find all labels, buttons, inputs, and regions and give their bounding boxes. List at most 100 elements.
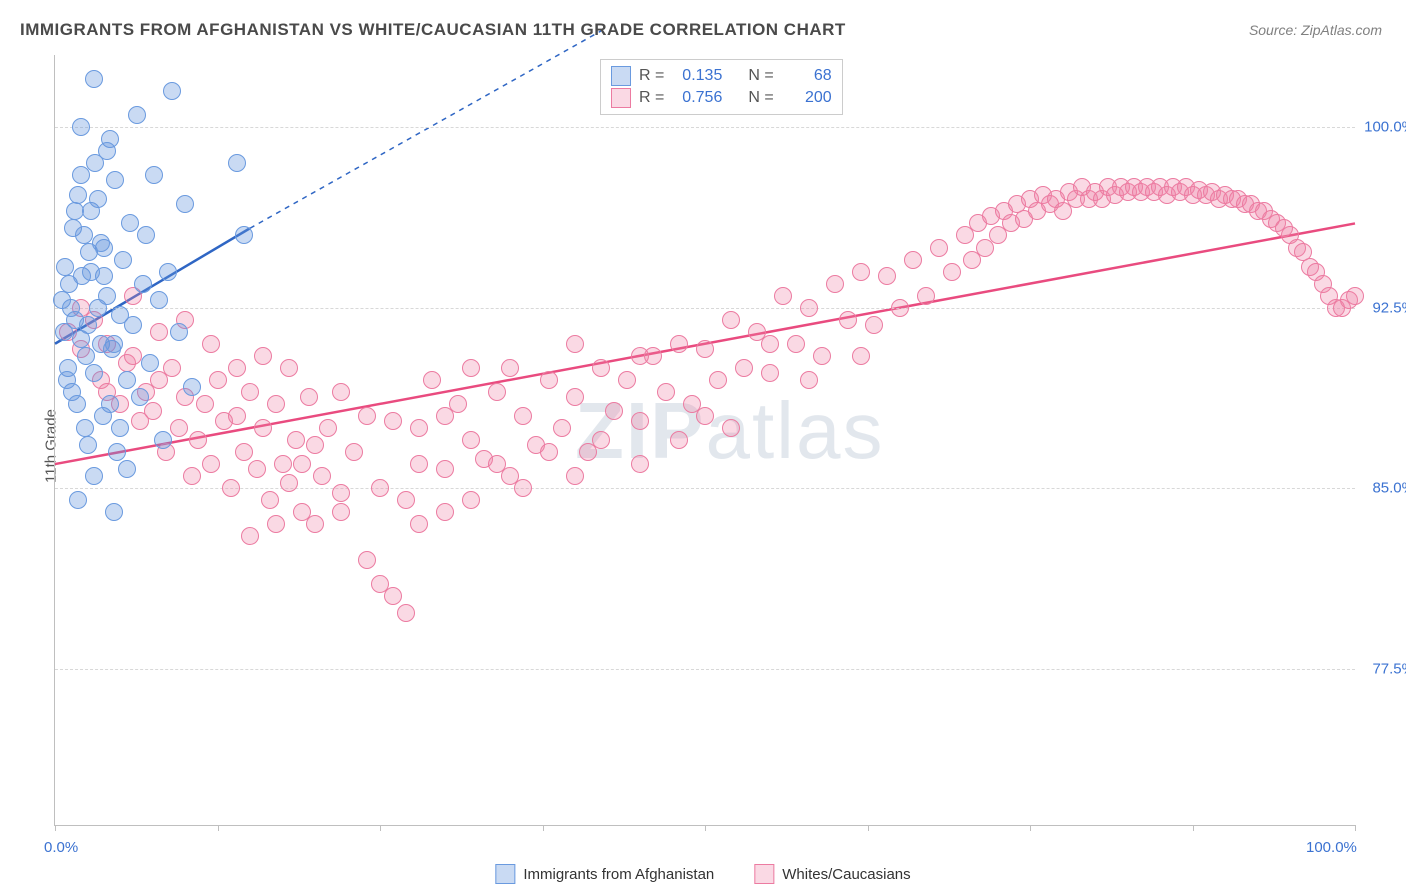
scatter-point bbox=[709, 371, 727, 389]
scatter-point bbox=[267, 515, 285, 533]
scatter-point bbox=[384, 412, 402, 430]
scatter-point bbox=[137, 226, 155, 244]
scatter-point bbox=[358, 551, 376, 569]
scatter-point bbox=[183, 378, 201, 396]
scatter-point bbox=[306, 436, 324, 454]
scatter-point bbox=[332, 503, 350, 521]
scatter-point bbox=[774, 287, 792, 305]
scatter-point bbox=[371, 479, 389, 497]
scatter-point bbox=[128, 106, 146, 124]
scatter-point bbox=[144, 402, 162, 420]
gridline bbox=[55, 488, 1355, 489]
x-tick-label: 100.0% bbox=[1306, 839, 1357, 856]
scatter-point bbox=[92, 234, 110, 252]
scatter-point bbox=[852, 347, 870, 365]
scatter-point bbox=[75, 226, 93, 244]
x-tick bbox=[705, 825, 706, 831]
scatter-point bbox=[462, 431, 480, 449]
x-tick bbox=[543, 825, 544, 831]
n-value-1: 68 bbox=[782, 67, 832, 85]
scatter-point bbox=[85, 467, 103, 485]
scatter-point bbox=[813, 347, 831, 365]
legend-swatch-series1 bbox=[611, 66, 631, 86]
scatter-point bbox=[241, 527, 259, 545]
scatter-point bbox=[514, 479, 532, 497]
scatter-point bbox=[397, 604, 415, 622]
scatter-point bbox=[631, 455, 649, 473]
scatter-point bbox=[254, 419, 272, 437]
scatter-point bbox=[105, 503, 123, 521]
r-value-1: 0.135 bbox=[672, 67, 722, 85]
scatter-point bbox=[159, 263, 177, 281]
scatter-point bbox=[150, 323, 168, 341]
scatter-point bbox=[170, 419, 188, 437]
legend-stat-row-1: R = 0.135 N = 68 bbox=[611, 66, 832, 86]
y-tick-label: 77.5% bbox=[1360, 660, 1406, 677]
scatter-point bbox=[76, 419, 94, 437]
scatter-point bbox=[826, 275, 844, 293]
x-tick bbox=[55, 825, 56, 831]
scatter-point bbox=[85, 364, 103, 382]
chart-container: IMMIGRANTS FROM AFGHANISTAN VS WHITE/CAU… bbox=[0, 0, 1406, 892]
gridline bbox=[55, 669, 1355, 670]
scatter-point bbox=[163, 82, 181, 100]
r-value-2: 0.756 bbox=[672, 89, 722, 107]
scatter-point bbox=[462, 491, 480, 509]
scatter-point bbox=[131, 388, 149, 406]
scatter-point bbox=[423, 371, 441, 389]
scatter-point bbox=[735, 359, 753, 377]
scatter-point bbox=[111, 419, 129, 437]
scatter-point bbox=[82, 263, 100, 281]
scatter-point bbox=[592, 431, 610, 449]
scatter-point bbox=[69, 491, 87, 509]
scatter-point bbox=[150, 291, 168, 309]
source-attribution: Source: ZipAtlas.com bbox=[1249, 22, 1382, 38]
scatter-point bbox=[917, 287, 935, 305]
scatter-point bbox=[69, 186, 87, 204]
scatter-point bbox=[106, 171, 124, 189]
scatter-point bbox=[306, 515, 324, 533]
scatter-point bbox=[358, 407, 376, 425]
x-tick bbox=[218, 825, 219, 831]
scatter-point bbox=[280, 474, 298, 492]
scatter-point bbox=[722, 311, 740, 329]
scatter-point bbox=[66, 202, 84, 220]
scatter-point bbox=[865, 316, 883, 334]
scatter-point bbox=[436, 503, 454, 521]
scatter-point bbox=[170, 323, 188, 341]
scatter-point bbox=[118, 371, 136, 389]
scatter-point bbox=[540, 371, 558, 389]
scatter-point bbox=[410, 419, 428, 437]
scatter-point bbox=[943, 263, 961, 281]
scatter-point bbox=[254, 347, 272, 365]
scatter-point bbox=[235, 226, 253, 244]
scatter-point bbox=[852, 263, 870, 281]
scatter-point bbox=[287, 431, 305, 449]
scatter-point bbox=[722, 419, 740, 437]
scatter-point bbox=[235, 443, 253, 461]
scatter-point bbox=[800, 299, 818, 317]
scatter-point bbox=[267, 395, 285, 413]
scatter-point bbox=[696, 340, 714, 358]
legend-swatch-series2 bbox=[611, 88, 631, 108]
scatter-point bbox=[800, 371, 818, 389]
scatter-point bbox=[904, 251, 922, 269]
scatter-point bbox=[228, 407, 246, 425]
legend-label-1: Immigrants from Afghanistan bbox=[523, 866, 714, 883]
scatter-point bbox=[566, 335, 584, 353]
scatter-point bbox=[605, 402, 623, 420]
scatter-point bbox=[761, 335, 779, 353]
plot-area: ZIPatlas 77.5%85.0%92.5%100.0% bbox=[54, 55, 1355, 826]
scatter-point bbox=[488, 455, 506, 473]
scatter-point bbox=[332, 484, 350, 502]
legend-item-1: Immigrants from Afghanistan bbox=[495, 864, 714, 884]
scatter-point bbox=[261, 491, 279, 509]
scatter-point bbox=[72, 118, 90, 136]
scatter-point bbox=[202, 455, 220, 473]
scatter-point bbox=[618, 371, 636, 389]
scatter-point bbox=[761, 364, 779, 382]
scatter-point bbox=[670, 335, 688, 353]
scatter-point bbox=[105, 335, 123, 353]
x-tick bbox=[868, 825, 869, 831]
y-tick-label: 85.0% bbox=[1360, 480, 1406, 497]
